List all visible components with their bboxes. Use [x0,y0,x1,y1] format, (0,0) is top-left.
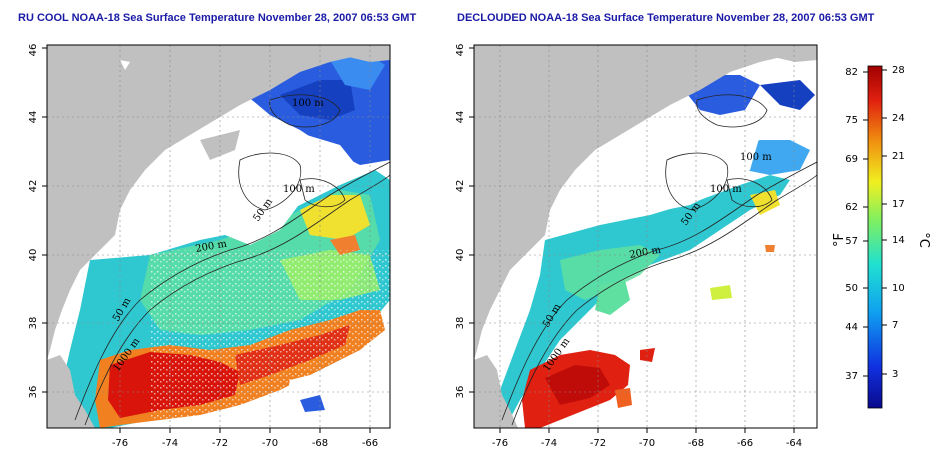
lon-tick-right-1: -74 [541,438,557,449]
lat-tick-left-2: 40 [28,249,39,262]
land-mass-right [474,45,817,360]
colorbar-c-tick-0: 28 [892,65,905,76]
lat-tick-right-2: 40 [455,249,466,262]
lon-tick-right-4: -68 [688,438,704,449]
lon-tick-left-3: -70 [262,438,278,449]
colorbar-c-tick-7: 3 [892,369,898,380]
colorbar-unit-fahrenheit: °F [832,233,847,247]
lon-tick-left-4: -68 [312,438,328,449]
lon-tick-left-1: -74 [162,438,178,449]
land-mass-left [47,45,390,360]
colorbar-c-tick-6: 7 [892,320,898,331]
lat-tick-left-3: 42 [28,180,39,193]
colorbar-f-tick-2: 69 [845,154,858,165]
colorbar-c-tick-4: 14 [892,235,905,246]
map-left-frame [46,44,391,429]
colorbar-f-tick-6: 44 [845,322,858,333]
lon-tick-left-5: -66 [362,438,378,449]
colorbar-f-tick-7: 37 [845,371,858,382]
lat-tick-left-0: 36 [28,386,39,399]
colorbar-unit-celsius: °C [916,232,931,248]
contour-label-100m-a: 100 m [292,98,324,109]
colorbar-f-tick-5: 50 [845,283,858,294]
lat-tick-right-3: 42 [455,180,466,193]
colorbar-f-tick-4: 57 [845,236,858,247]
map-left: 100 m 100 m 50 m 200 m 50 m 1000 m [47,45,390,428]
colorbar-f-tick-0: 82 [845,67,858,78]
map-title-left: RU COOL NOAA-18 Sea Surface Temperature … [18,12,417,24]
lat-tick-left-1: 38 [28,317,39,330]
colorbar [867,65,883,409]
lat-tick-left-4: 44 [28,111,39,124]
lon-tick-left-2: -72 [212,438,228,449]
lon-tick-right-0: -76 [492,438,508,449]
contour-label-100m-b: 100 m [283,184,315,195]
lon-tick-right-2: -72 [590,438,606,449]
contour-label-100m-c: 100 m [740,152,772,163]
colorbar-c-tick-3: 17 [892,199,905,210]
lat-tick-right-4: 44 [455,111,466,124]
lon-tick-left-0: -76 [112,438,128,449]
colorbar-f-tick-1: 75 [845,115,858,126]
lat-tick-right-0: 36 [455,386,466,399]
colorbar-c-tick-5: 10 [892,283,905,294]
sst-field-teal-declouded [490,175,790,428]
lat-tick-right-5: 46 [455,44,466,57]
contour-label-100m-d: 100 m [710,184,742,195]
map-right: 100 m 100 m 50 m 200 m 50 m 1000 m [474,45,817,428]
lon-tick-right-6: -64 [786,438,802,449]
lon-tick-right-5: -66 [737,438,753,449]
colorbar-c-tick-2: 21 [892,151,905,162]
lon-tick-right-3: -70 [639,438,655,449]
colorbar-f-tick-3: 62 [845,202,858,213]
lat-tick-left-5: 46 [28,44,39,57]
map-right-frame [473,44,818,429]
colorbar-c-tick-1: 24 [892,113,905,124]
lat-tick-right-1: 38 [455,317,466,330]
map-title-right: DECLOUDED NOAA-18 Sea Surface Temperatur… [457,12,875,24]
